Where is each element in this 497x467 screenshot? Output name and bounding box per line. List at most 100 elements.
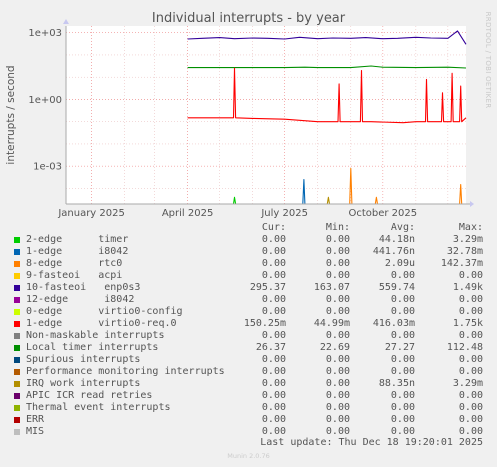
series-line (187, 65, 467, 69)
legend-row: 2-edge timer 0.00 0.00 44.18n 3.29m (0, 234, 497, 246)
legend-max-value: 0.00 (458, 306, 483, 317)
legend-swatch (14, 321, 20, 327)
legend-min-value: 0.00 (325, 258, 350, 269)
legend-label: 2-edge timer (26, 234, 129, 245)
legend-label: 12-edge i8042 (26, 294, 135, 305)
legend-swatch (14, 345, 20, 351)
legend-row: 10-fasteoi enp0s3 295.37 163.07 559.74 1.49k (0, 282, 497, 294)
legend-row: Performance monitoring interrupts 0.00 0.0… (0, 366, 497, 378)
legend-label: 10-fasteoi enp0s3 (26, 282, 141, 293)
legend-avg-value: 0.00 (390, 354, 415, 365)
legend-min-value: 0.00 (325, 390, 350, 401)
x-tick-label: July 2025 (260, 208, 308, 219)
legend-swatch (14, 405, 20, 411)
legend-avg-value: 88.35n (378, 378, 415, 389)
legend-min-value: 0.00 (325, 270, 350, 281)
legend-label: 8-edge rtc0 (26, 258, 123, 269)
x-tick-label: April 2025 (162, 208, 213, 219)
legend-max-value: 0.00 (458, 426, 483, 437)
legend-cur-value: 0.00 (261, 294, 286, 305)
legend-row: ERR 0.00 0.00 0.00 0.00 (0, 414, 497, 426)
legend-swatch (14, 393, 20, 399)
legend-max-value: 0.00 (458, 390, 483, 401)
legend-label: Non-maskable interrupts (26, 330, 165, 341)
legend-max-value: 0.00 (458, 294, 483, 305)
legend-swatch (14, 357, 20, 363)
last-update: Last update: Thu Dec 18 19:20:01 2025 (260, 437, 483, 448)
legend-swatch (14, 297, 20, 303)
chart-plot: 1e+03 1e+00 1e-03 January 2025 April 2025 Jul… (28, 19, 474, 219)
y-tick-label: 1e+03 (28, 28, 62, 39)
legend-cur-value: 0.00 (261, 426, 286, 437)
legend-avg-value: 559.74 (378, 282, 415, 293)
legend-avg-value: 0.00 (390, 294, 415, 305)
legend-max-value: 1.75k (452, 318, 483, 329)
legend-row: Local timer interrupts 26.37 22.69 27.27 112… (0, 342, 497, 354)
header-min: Min: (325, 222, 350, 233)
legend-header: Cur: Min: Avg: Max: (0, 222, 497, 234)
legend-cur-value: 150.25m (243, 318, 286, 329)
legend-max-value: 3.29m (452, 378, 483, 389)
legend-avg-value: 441.76n (372, 246, 415, 257)
legend-min-value: 0.00 (325, 246, 350, 257)
legend-swatch (14, 429, 20, 435)
legend-row: IRQ work interrupts 0.00 0.00 88.35n 3.29m (0, 378, 497, 390)
series-line (232, 196, 237, 205)
legend-cur-value: 0.00 (261, 366, 286, 377)
legend-max-value: 0.00 (458, 330, 483, 341)
legend-row: MIS 0.00 0.00 0.00 0.00 (0, 426, 497, 438)
legend-min-value: 0.00 (325, 234, 350, 245)
legend-label: IRQ work interrupts (26, 378, 141, 389)
plot-area (66, 26, 466, 204)
legend-max-value: 0.00 (458, 402, 483, 413)
legend-cur-value: 0.00 (261, 414, 286, 425)
legend-cur-value: 0.00 (261, 378, 286, 389)
legend-avg-value: 0.00 (390, 270, 415, 281)
legend-avg-value: 0.00 (390, 390, 415, 401)
legend-min-value: 22.69 (319, 342, 350, 353)
legend-row: APIC ICR read retries 0.00 0.00 0.00 0.00 (0, 390, 497, 402)
legend-avg-value: 44.18n (378, 234, 415, 245)
legend-min-value: 0.00 (325, 378, 350, 389)
legend-row: 0-edge virtio0-config 0.00 0.00 0.00 0.00 (0, 306, 497, 318)
legend-label: MIS (26, 426, 45, 437)
legend-max-value: 3.29m (452, 234, 483, 245)
legend-max-value: 0.00 (458, 366, 483, 377)
legend-cur-value: 0.00 (261, 234, 286, 245)
legend-label: ERR (26, 414, 45, 425)
grid (66, 26, 466, 204)
legend-cur-value: 0.00 (261, 246, 286, 257)
legend-swatch (14, 285, 20, 291)
legend-cur-value: 0.00 (261, 390, 286, 401)
legend-min-value: 0.00 (325, 402, 350, 413)
legend-label: APIC ICR read retries (26, 390, 153, 401)
legend-min-value: 0.00 (325, 366, 350, 377)
legend-cur-value: 295.37 (249, 282, 286, 293)
legend-min-value: 0.00 (325, 294, 350, 305)
legend-cur-value: 0.00 (261, 330, 286, 341)
y-tick-label: 1e+00 (28, 95, 62, 106)
series-line (326, 196, 331, 205)
legend-swatch (14, 369, 20, 375)
x-tick-label: January 2025 (57, 208, 125, 219)
header-avg: Avg: (390, 222, 415, 233)
legend-max-value: 0.00 (458, 354, 483, 365)
y-axis-arrow (63, 19, 69, 24)
y-tick-label: 1e-03 (33, 162, 62, 173)
legend-row: Non-maskable interrupts 0.00 0.00 0.00 0.00 (0, 330, 497, 342)
legend-min-value: 0.00 (325, 306, 350, 317)
legend-label: Local timer interrupts (26, 342, 159, 353)
legend-label: 9-fasteoi acpi (26, 270, 123, 281)
legend-max-value: 112.48 (446, 342, 483, 353)
legend-label: 0-edge virtio0-config (26, 306, 183, 317)
legend-max-value: 142.37m (440, 258, 483, 269)
series-line (187, 30, 467, 45)
legend-avg-value: 0.00 (390, 306, 415, 317)
header-max: Max: (458, 222, 483, 233)
legend-label: 1-edge i8042 (26, 246, 129, 257)
legend-label: Spurious interrupts (26, 354, 141, 365)
legend-swatch (14, 417, 20, 423)
legend-max-value: 32.78m (446, 246, 483, 257)
x-tick-label: October 2025 (348, 208, 417, 219)
legend-max-value: 1.49k (452, 282, 483, 293)
